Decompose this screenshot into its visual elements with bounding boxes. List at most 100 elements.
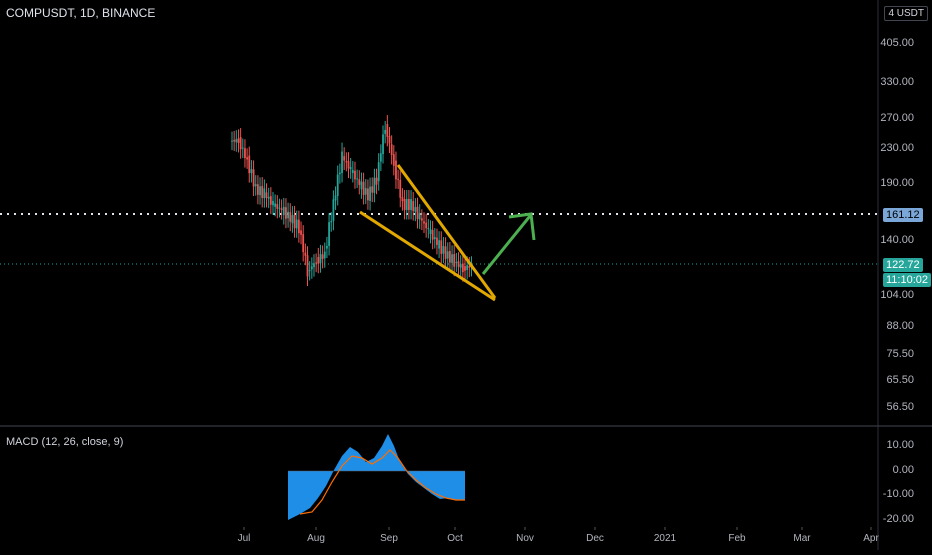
price-axis-tick-label: 88.00 bbox=[886, 320, 914, 332]
candle-body bbox=[323, 251, 326, 259]
candle-body bbox=[267, 196, 270, 199]
last-price-tag: 122.72 bbox=[883, 258, 923, 272]
candle-body bbox=[276, 204, 279, 209]
candle-body bbox=[304, 252, 307, 256]
candle-body bbox=[371, 186, 374, 193]
price-axis-tick-label: 405.00 bbox=[880, 37, 914, 49]
candle-body bbox=[351, 170, 354, 174]
candle-body bbox=[244, 148, 246, 159]
candle-body bbox=[345, 161, 348, 163]
symbol-title[interactable]: COMPUSDT, 1D, BINANCE bbox=[6, 6, 156, 20]
candle-body bbox=[239, 137, 242, 150]
candle-body bbox=[313, 263, 315, 268]
candle-body bbox=[259, 186, 261, 196]
candle-body bbox=[416, 206, 419, 220]
candle-body bbox=[410, 199, 412, 210]
candle-body bbox=[384, 129, 387, 134]
candle-body bbox=[233, 139, 236, 142]
candle-body bbox=[405, 198, 408, 211]
macd-axis-tick-label: 0.00 bbox=[892, 464, 914, 476]
candle-body bbox=[274, 203, 277, 207]
candle-body bbox=[427, 228, 430, 230]
candle-body bbox=[375, 177, 378, 185]
candle-body bbox=[347, 161, 350, 169]
candle-body bbox=[360, 181, 363, 190]
time-axis-tick-label: Nov bbox=[516, 533, 534, 544]
candle-body bbox=[330, 221, 333, 223]
time-axis-tick-label: Apr bbox=[863, 533, 879, 544]
wedge-lower-line bbox=[359, 210, 496, 302]
candle-body bbox=[457, 261, 460, 267]
price-axis-tick-label: 270.00 bbox=[880, 112, 914, 124]
candle-body bbox=[466, 265, 469, 271]
candle-body bbox=[306, 255, 309, 277]
candle-body bbox=[293, 214, 296, 229]
candle-body bbox=[446, 251, 449, 259]
price-axis-tick-label: 230.00 bbox=[880, 142, 914, 154]
wedge-upper-line bbox=[396, 164, 497, 299]
candle-body bbox=[338, 172, 341, 175]
candle-body bbox=[418, 213, 421, 220]
candle-body bbox=[356, 178, 359, 180]
candle-body bbox=[315, 262, 318, 264]
candle-body bbox=[412, 201, 415, 212]
candle-body bbox=[252, 169, 255, 187]
candle-body bbox=[332, 199, 335, 221]
candle-body bbox=[429, 229, 432, 234]
breakout-arrow-head bbox=[508, 212, 536, 241]
candle-body bbox=[451, 254, 453, 263]
candle-body bbox=[390, 144, 393, 155]
candle-body bbox=[250, 169, 253, 173]
candle-body bbox=[448, 250, 451, 263]
candle-body bbox=[341, 151, 343, 173]
candle-body bbox=[326, 245, 328, 249]
candle-body bbox=[455, 261, 458, 263]
candle-body bbox=[272, 200, 274, 206]
candle-body bbox=[364, 188, 367, 195]
candle-body bbox=[367, 188, 369, 201]
candle-body bbox=[297, 219, 300, 234]
time-axis-tick-label: Aug bbox=[307, 533, 325, 544]
price-axis-tick-label: 104.00 bbox=[880, 289, 914, 301]
candle-body bbox=[461, 263, 464, 273]
candle-body bbox=[308, 270, 311, 272]
candle-body bbox=[334, 195, 337, 201]
candle-body bbox=[468, 266, 471, 268]
macd-axis-tick-label: -10.00 bbox=[882, 488, 914, 500]
candle-body bbox=[414, 207, 417, 212]
candle-body bbox=[386, 124, 389, 137]
candle-body bbox=[246, 157, 249, 160]
candle-body bbox=[343, 156, 346, 161]
macd-indicator-title[interactable]: MACD (12, 26, close, 9) bbox=[6, 436, 124, 448]
candle-body bbox=[431, 229, 434, 240]
candle-body bbox=[302, 234, 305, 252]
currency-button[interactable]: 4 USDT bbox=[884, 6, 928, 21]
time-axis-tick-label: Dec bbox=[586, 533, 604, 544]
countdown-tag: 11:10:02 bbox=[883, 273, 932, 287]
candle-body bbox=[300, 230, 302, 235]
candle-body bbox=[310, 266, 313, 270]
price-axis-tick-label: 65.50 bbox=[886, 374, 914, 386]
candle-body bbox=[254, 184, 257, 187]
candle-body bbox=[285, 207, 287, 219]
time-axis-tick-label: Jul bbox=[237, 533, 251, 544]
candle-body bbox=[433, 237, 436, 240]
candle-body bbox=[235, 139, 238, 143]
candle-body bbox=[373, 177, 376, 193]
candle-body bbox=[395, 160, 397, 180]
candle-body bbox=[295, 219, 298, 229]
candle-body bbox=[423, 221, 425, 224]
price-axis-tick-label: 56.50 bbox=[886, 401, 914, 413]
price-axis-tick-label: 140.00 bbox=[880, 234, 914, 246]
candle-body bbox=[442, 246, 445, 254]
candle-body bbox=[369, 186, 371, 201]
time-axis-tick-label: Mar bbox=[793, 533, 811, 544]
candle-body bbox=[444, 246, 447, 259]
candle-body bbox=[349, 167, 352, 170]
candle-body bbox=[321, 254, 324, 259]
candle-body bbox=[263, 188, 266, 199]
time-axis-tick-label: Sep bbox=[380, 533, 398, 544]
candle-body bbox=[336, 174, 339, 196]
